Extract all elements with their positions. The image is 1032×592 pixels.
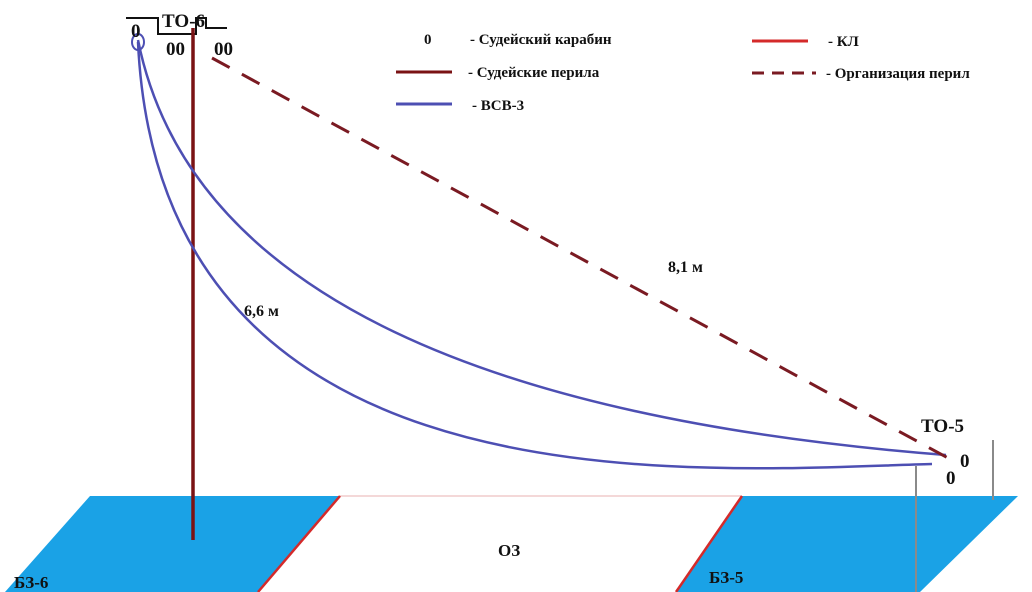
top-anchor-ring bbox=[131, 33, 145, 51]
distance-diagonal-label: 8,1 м bbox=[668, 259, 703, 276]
zone-bz6-area bbox=[5, 496, 340, 592]
stage-to6-platform bbox=[126, 17, 227, 35]
legend-org-rope-label: - Организация перил bbox=[826, 66, 970, 82]
stage-to6-label: ТО-6 bbox=[162, 11, 205, 32]
zone-oz-area bbox=[258, 496, 742, 592]
kl-line-right bbox=[674, 495, 744, 592]
stage-to5-frame bbox=[915, 440, 994, 592]
org-rope-line bbox=[211, 56, 949, 460]
zone-bz5-label: БЗ-5 bbox=[709, 568, 743, 587]
kl-line-left bbox=[257, 495, 341, 592]
zone-oz-label: ОЗ bbox=[498, 541, 520, 560]
legend-kl-label: - КЛ bbox=[828, 34, 859, 50]
stage-to5-label: ТО-5 bbox=[921, 416, 964, 437]
zone-bz5-area bbox=[676, 496, 1018, 592]
legend: 0 - Судейский карабин - Судейские перила… bbox=[396, 32, 970, 114]
carabiner-mark-top-1: 0 bbox=[131, 21, 141, 42]
vsv-curve-lower bbox=[136, 41, 933, 470]
carabiner-mark-bottom-1: 0 bbox=[946, 468, 956, 489]
legend-carabiner-symbol: 0 bbox=[424, 32, 432, 48]
carabiner-mark-top-2: 00 bbox=[166, 39, 185, 60]
legend-judge-rope-label: - Судейские перила bbox=[468, 65, 600, 81]
vsv-curve-upper bbox=[136, 39, 947, 457]
legend-vsv-label: - ВСВ-3 bbox=[472, 98, 524, 114]
carabiner-mark-bottom-2: 0 bbox=[960, 451, 970, 472]
zone-bz6-label: БЗ-6 bbox=[14, 573, 48, 592]
legend-carabiner-label: - Судейский карабин bbox=[470, 32, 612, 48]
carabiner-mark-top-3: 00 bbox=[214, 39, 233, 60]
ground-zones bbox=[5, 495, 1018, 592]
to6-frame-line bbox=[126, 17, 227, 35]
distance-vertical-label: 6,6 м bbox=[244, 303, 279, 320]
